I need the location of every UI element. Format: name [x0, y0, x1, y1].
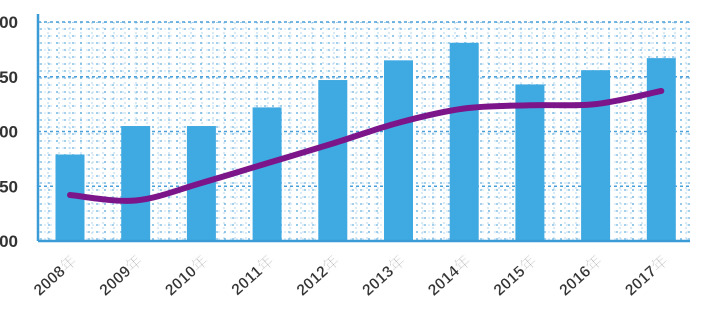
line-point-2011年 [265, 161, 269, 165]
bar-2009年 [121, 126, 151, 241]
line-point-2012年 [331, 142, 335, 146]
bar-series [55, 42, 676, 242]
line-series [67, 87, 665, 204]
axes [36, 14, 690, 243]
y-tick-label: 00 [0, 13, 18, 32]
line-point-2010年 [199, 181, 203, 185]
x-tick-label: 2017年 [621, 251, 672, 300]
bar-2014年 [449, 42, 479, 242]
x-tick-label: 2014年 [424, 251, 475, 300]
bar-2015年 [515, 84, 545, 241]
line-point-2015年 [528, 103, 532, 107]
y-tick-label: 50 [0, 177, 18, 196]
line-point-2009年 [134, 198, 138, 202]
x-tick-label: 2012年 [292, 251, 343, 300]
x-tick-label: 2009年 [95, 251, 146, 300]
x-tick-label: 2016年 [555, 251, 606, 300]
line-point-2016年 [594, 102, 598, 106]
y-tick-labels: 00 50 00 50 00 [0, 13, 18, 251]
line-point-2014年 [462, 107, 466, 111]
x-tick-label: 2013年 [358, 251, 409, 300]
bar-2012年 [318, 80, 348, 241]
x-tick-label: 2011年 [227, 251, 277, 299]
bar-2017年 [646, 58, 676, 242]
x-tick-label: 2015年 [490, 251, 541, 300]
x-tick-labels: 2008年 2009年 2010年 2011年 2012年 2013年 2014年 2015年… [29, 251, 672, 300]
x-tick-label: 2010年 [161, 251, 212, 300]
y-tick-label: 50 [0, 68, 18, 87]
line-point-2013年 [397, 121, 400, 125]
y-tick-label: 00 [0, 123, 18, 142]
line-point-2008年 [68, 193, 72, 197]
bar-2016年 [581, 70, 611, 242]
bar-2011年 [252, 107, 282, 241]
bar-2013年 [384, 60, 413, 242]
trend-line [67, 87, 665, 204]
line-point-2017年 [659, 89, 663, 93]
x-tick-label: 2008年 [30, 251, 81, 300]
y-tick-label: 00 [0, 232, 18, 251]
